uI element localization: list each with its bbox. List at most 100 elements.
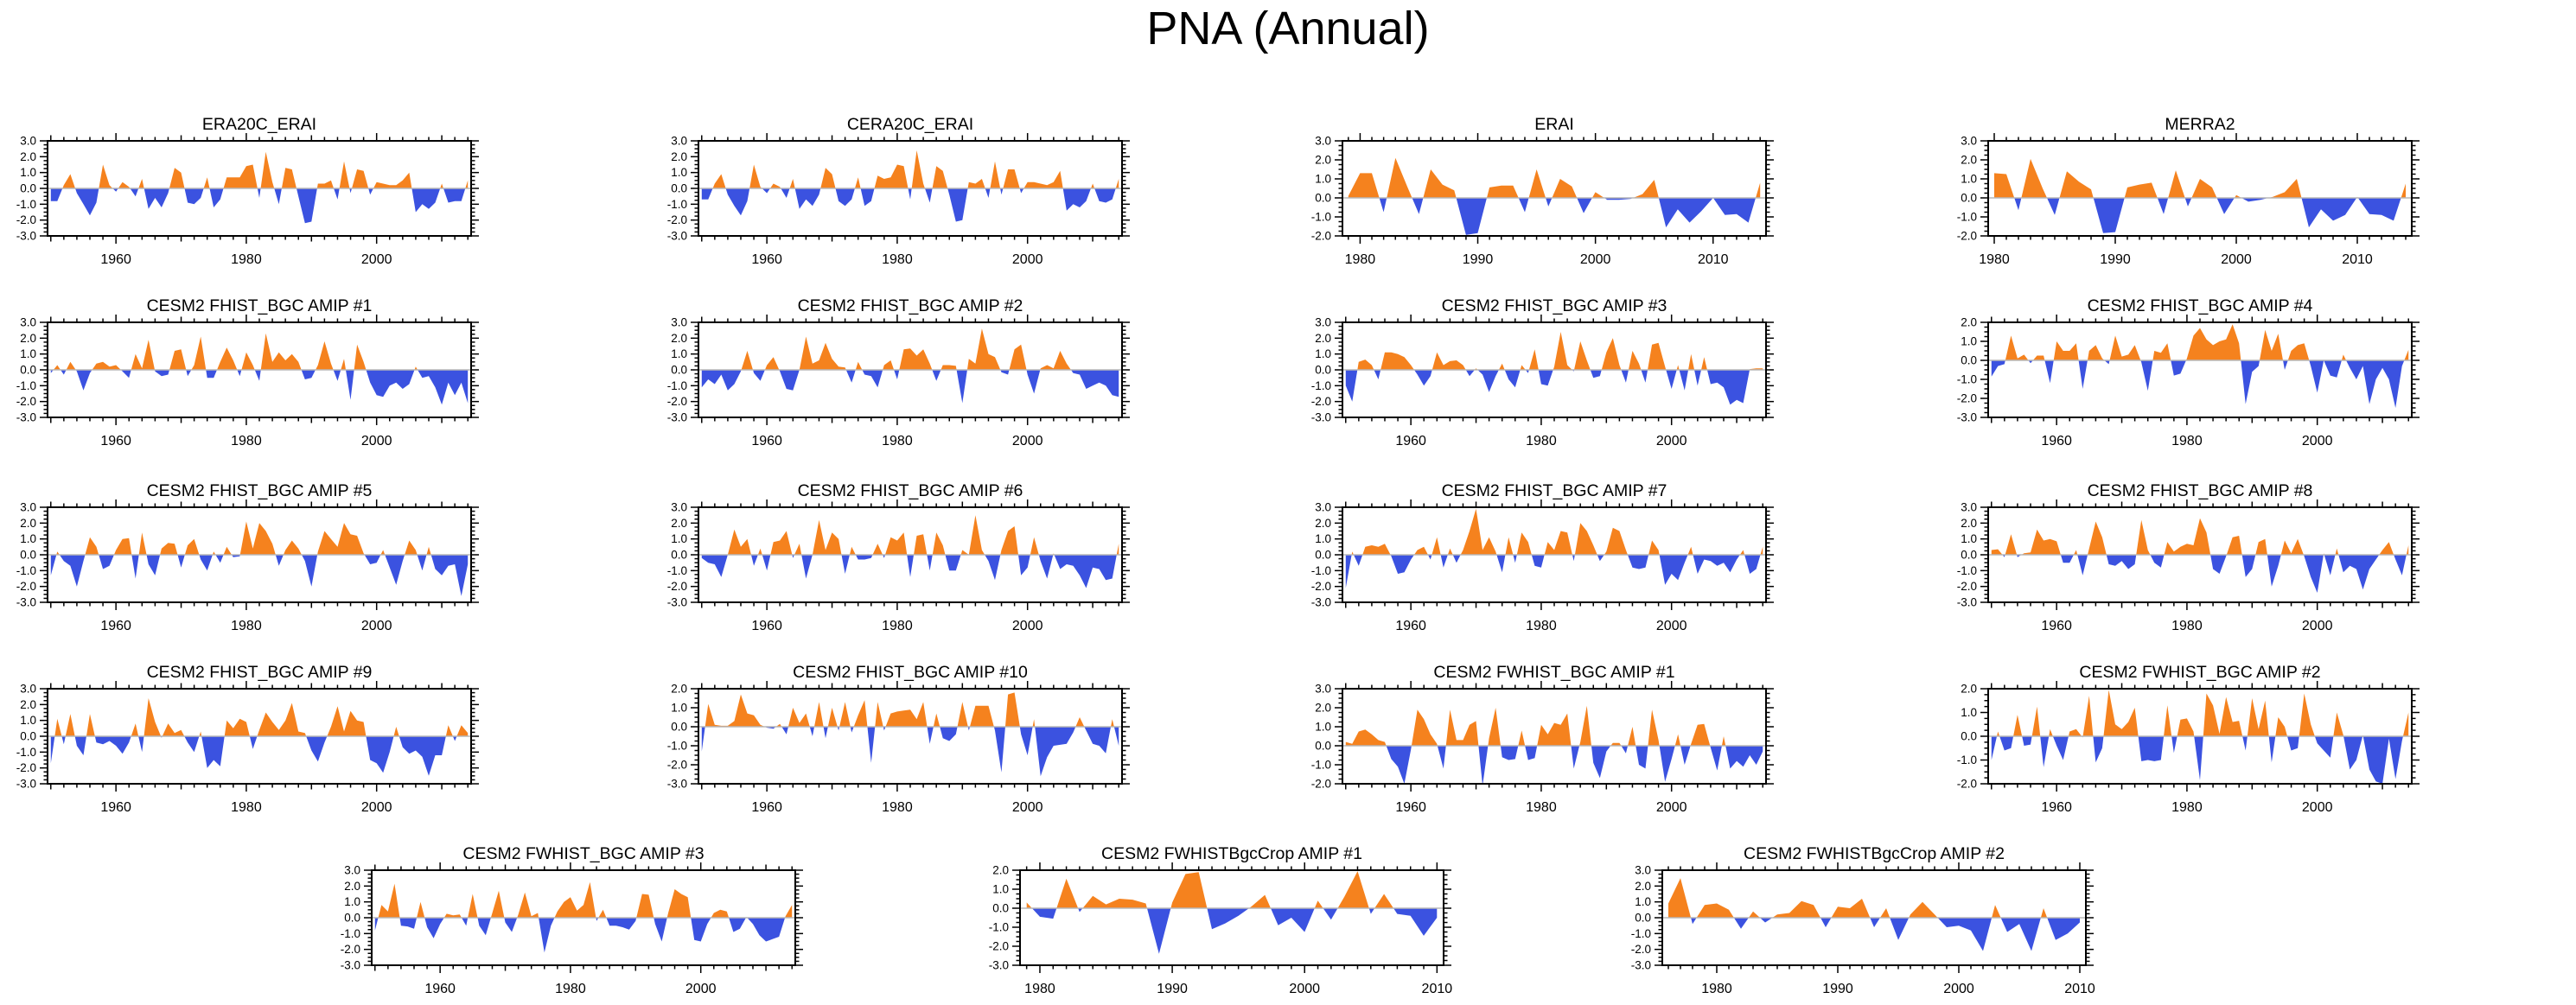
svg-text:0.0: 0.0: [20, 182, 36, 195]
svg-text:-1.0: -1.0: [1311, 379, 1331, 392]
panel-cesm2-fhist-bgc-amip-10: -3.0 -2.0 -1.0 0.0 1.0 2.0 1960 1980 2000 CESM2 F…: [651, 654, 1178, 814]
timeseries-chart: -3.0 -2.0 -1.0 0.0 1.0 2.0 3.0 1960 1980 2000 CESM…: [16, 663, 479, 814]
svg-text:0.0: 0.0: [1315, 192, 1331, 205]
svg-text:1.0: 1.0: [20, 166, 36, 179]
svg-text:-1.0: -1.0: [1957, 754, 1977, 766]
svg-text:CESM2 FHIST_BGC AMIP #5: CESM2 FHIST_BGC AMIP #5: [147, 481, 373, 500]
svg-text:2.0: 2.0: [20, 332, 36, 345]
panel-erai: -2.0 -1.0 0.0 1.0 2.0 3.0 1980 1990 2000 2010 ERAI: [1295, 106, 1822, 266]
svg-text:CERA20C_ERAI: CERA20C_ERAI: [847, 115, 973, 134]
svg-text:1960: 1960: [100, 800, 131, 814]
svg-text:CESM2 FWHIST_BGC AMIP #1: CESM2 FWHIST_BGC AMIP #1: [1433, 663, 1674, 682]
svg-text:-1.0: -1.0: [1311, 564, 1331, 577]
svg-text:0.0: 0.0: [1961, 192, 1977, 205]
svg-text:2000: 2000: [1943, 982, 1974, 995]
svg-text:1960: 1960: [2041, 434, 2072, 448]
svg-text:2000: 2000: [2302, 800, 2333, 814]
svg-text:0.0: 0.0: [1961, 549, 1977, 562]
svg-text:1.0: 1.0: [1961, 532, 1977, 545]
svg-text:0.0: 0.0: [671, 182, 687, 195]
panel-cesm2-fwhistbgccrop-amip-2: -3.0 -2.0 -1.0 0.0 1.0 2.0 3.0 1980 1990 2000 2010…: [1615, 836, 2142, 995]
svg-text:0.0: 0.0: [1961, 354, 1977, 367]
svg-text:1990: 1990: [2100, 252, 2131, 266]
timeseries-chart: -3.0 -2.0 -1.0 0.0 1.0 2.0 3.0 1960 1980 2000 CESM…: [341, 844, 803, 995]
svg-text:-3.0: -3.0: [667, 411, 687, 424]
svg-text:1.0: 1.0: [344, 895, 360, 908]
svg-text:2010: 2010: [1698, 252, 1729, 266]
svg-text:0.0: 0.0: [1961, 730, 1977, 743]
svg-text:2010: 2010: [2342, 252, 2373, 266]
svg-text:2000: 2000: [2302, 619, 2333, 633]
panel-cesm2-fhist-bgc-amip-4: -3.0 -2.0 -1.0 0.0 1.0 2.0 1960 1980 2000 CESM2 F…: [1941, 288, 2468, 448]
svg-text:1980: 1980: [882, 800, 913, 814]
timeseries-chart: -2.0 -1.0 0.0 1.0 2.0 3.0 1960 1980 2000 CESM2 FW…: [1311, 663, 1774, 814]
svg-text:1980: 1980: [231, 434, 262, 448]
svg-text:-3.0: -3.0: [16, 596, 36, 609]
svg-text:1.0: 1.0: [671, 702, 687, 715]
svg-text:1.0: 1.0: [671, 166, 687, 179]
svg-text:1.0: 1.0: [20, 714, 36, 727]
timeseries-chart: -3.0 -2.0 -1.0 0.0 1.0 2.0 3.0 1960 1980 2000 CESM…: [667, 296, 1130, 448]
svg-text:1980: 1980: [1024, 982, 1055, 995]
svg-text:0.0: 0.0: [1635, 912, 1651, 925]
svg-text:-2.0: -2.0: [1311, 230, 1331, 243]
svg-text:2.0: 2.0: [671, 332, 687, 345]
panel-cesm2-fhist-bgc-amip-5: -3.0 -2.0 -1.0 0.0 1.0 2.0 3.0 1960 1980 2000 CESM…: [0, 473, 527, 633]
svg-text:-1.0: -1.0: [16, 198, 36, 211]
timeseries-chart: -3.0 -2.0 -1.0 0.0 1.0 2.0 3.0 1960 1980 2000 CESM…: [667, 481, 1130, 633]
timeseries-chart: -3.0 -2.0 -1.0 0.0 1.0 2.0 3.0 1960 1980 2000 CESM…: [1957, 481, 2420, 633]
panel-cesm2-fwhistbgccrop-amip-1: -3.0 -2.0 -1.0 0.0 1.0 2.0 1980 1990 2000 2010 CES…: [972, 836, 1500, 995]
panel-cesm2-fwhist-bgc-amip-1: -2.0 -1.0 0.0 1.0 2.0 3.0 1960 1980 2000 CESM2 FW…: [1295, 654, 1822, 814]
svg-text:2000: 2000: [685, 982, 717, 995]
svg-text:2.0: 2.0: [1315, 517, 1331, 530]
svg-text:2000: 2000: [1656, 619, 1687, 633]
svg-text:1.0: 1.0: [1961, 335, 1977, 348]
svg-text:2.0: 2.0: [671, 150, 687, 163]
svg-text:CESM2 FHIST_BGC AMIP #8: CESM2 FHIST_BGC AMIP #8: [2088, 481, 2313, 500]
svg-text:0.0: 0.0: [671, 549, 687, 562]
svg-text:1980: 1980: [1701, 982, 1732, 995]
svg-text:1.0: 1.0: [1315, 173, 1331, 186]
svg-text:1.0: 1.0: [20, 532, 36, 545]
svg-text:1.0: 1.0: [1315, 721, 1331, 734]
svg-text:-2.0: -2.0: [16, 395, 36, 408]
svg-text:2000: 2000: [361, 252, 392, 266]
svg-text:2000: 2000: [361, 434, 392, 448]
panel-cera20c-erai: -3.0 -2.0 -1.0 0.0 1.0 2.0 3.0 1960 1980 2000 CERA…: [651, 106, 1178, 266]
svg-text:-3.0: -3.0: [16, 411, 36, 424]
svg-text:1960: 1960: [424, 982, 456, 995]
svg-text:-2.0: -2.0: [989, 940, 1009, 953]
panel-cesm2-fhist-bgc-amip-3: -3.0 -2.0 -1.0 0.0 1.0 2.0 3.0 1960 1980 2000 CESM…: [1295, 288, 1822, 448]
svg-text:2010: 2010: [1422, 982, 1453, 995]
svg-text:-2.0: -2.0: [1957, 580, 1977, 593]
svg-text:-2.0: -2.0: [667, 759, 687, 772]
svg-text:-2.0: -2.0: [667, 395, 687, 408]
svg-text:2000: 2000: [1012, 800, 1043, 814]
svg-text:0.0: 0.0: [20, 549, 36, 562]
svg-text:1960: 1960: [1395, 434, 1426, 448]
svg-text:0.0: 0.0: [1315, 740, 1331, 753]
svg-text:CESM2 FWHISTBgcCrop AMIP #2: CESM2 FWHISTBgcCrop AMIP #2: [1744, 844, 2005, 863]
svg-text:0.0: 0.0: [20, 364, 36, 377]
timeseries-chart: -3.0 -2.0 -1.0 0.0 1.0 2.0 1960 1980 2000 CESM2 F…: [1957, 296, 2420, 448]
svg-text:0.0: 0.0: [344, 912, 360, 925]
svg-text:-1.0: -1.0: [16, 746, 36, 759]
svg-text:-2.0: -2.0: [1631, 943, 1651, 956]
timeseries-chart: -2.0 -1.0 0.0 1.0 2.0 3.0 1980 1990 2000 2010 MERR…: [1957, 115, 2420, 266]
timeseries-chart: -3.0 -2.0 -1.0 0.0 1.0 2.0 1980 1990 2000 2010 CES…: [989, 844, 1453, 995]
svg-text:-1.0: -1.0: [667, 564, 687, 577]
panel-cesm2-fwhist-bgc-amip-2: -2.0 -1.0 0.0 1.0 2.0 1960 1980 2000 CESM2 FWHIS…: [1941, 654, 2468, 814]
svg-text:1.0: 1.0: [20, 347, 36, 360]
svg-text:2.0: 2.0: [1635, 880, 1651, 893]
svg-text:-3.0: -3.0: [667, 596, 687, 609]
svg-text:1960: 1960: [1395, 800, 1426, 814]
svg-text:2000: 2000: [1656, 800, 1687, 814]
svg-text:3.0: 3.0: [20, 501, 36, 514]
svg-text:-2.0: -2.0: [1957, 778, 1977, 791]
svg-text:-1.0: -1.0: [1957, 211, 1977, 224]
svg-text:2.0: 2.0: [20, 150, 36, 163]
svg-text:-2.0: -2.0: [341, 943, 360, 956]
svg-text:2010: 2010: [2064, 982, 2095, 995]
timeseries-chart: -2.0 -1.0 0.0 1.0 2.0 1960 1980 2000 CESM2 FWHIS…: [1957, 663, 2420, 814]
